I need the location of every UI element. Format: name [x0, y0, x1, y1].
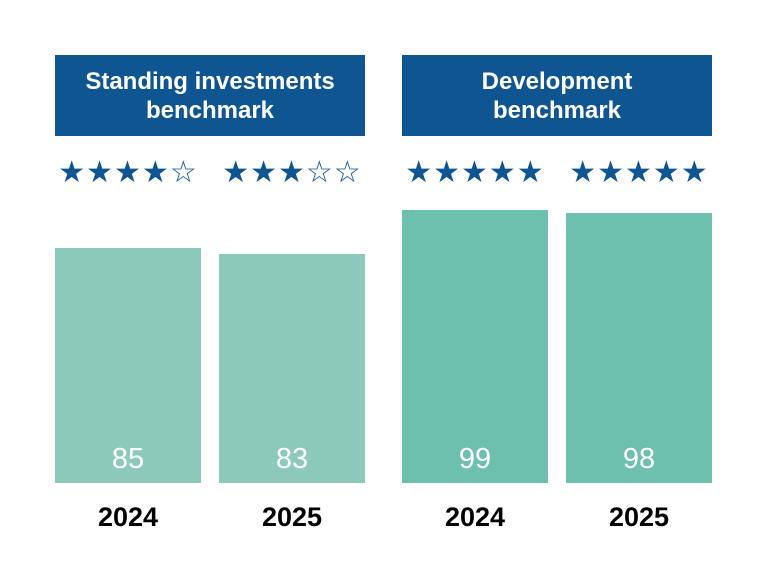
year-labels-row: 2024 2025: [55, 501, 365, 533]
star-ratings-row: ★★★★★ ★★★★★: [402, 157, 712, 189]
year-labels-row: 2024 2025: [402, 501, 712, 533]
bar-value-label: 85: [111, 443, 145, 475]
bar-2025: 98: [566, 213, 712, 483]
bar-value-label: 99: [458, 443, 492, 475]
group-title-line-2: benchmark: [492, 96, 622, 124]
year-label-2025: 2025: [261, 502, 323, 532]
group-title-line-1: Standing investments: [85, 67, 335, 95]
group-title-line-1: Development: [481, 67, 633, 95]
group-title-line-2: benchmark: [145, 96, 275, 124]
star-rating-2025-icon: ★★★☆☆: [222, 156, 362, 189]
star-rating-2024-icon: ★★★★☆: [58, 156, 198, 189]
group-development-benchmark: Development benchmark ★★★★★ ★★★★★ 99 98 …: [402, 55, 712, 581]
star-rating-2024-icon: ★★★★★: [405, 156, 545, 189]
star-rating-2025-icon: ★★★★★: [569, 156, 709, 189]
bar-value-label: 98: [622, 443, 656, 475]
group-standing-investments-benchmark: Standing investments benchmark ★★★★☆ ★★★…: [55, 55, 365, 581]
year-label-2024: 2024: [444, 502, 506, 532]
group-title-development: Development benchmark: [402, 55, 712, 136]
bar-2024: 85: [55, 248, 201, 483]
star-ratings-row: ★★★★☆ ★★★☆☆: [55, 157, 365, 189]
bar-2024: 99: [402, 210, 548, 483]
bar-value-label: 83: [275, 443, 309, 475]
year-label-2025: 2025: [608, 502, 670, 532]
bars-area: 99 98: [402, 189, 712, 483]
group-title-standing-investments: Standing investments benchmark: [55, 55, 365, 136]
bars-area: 85 83: [55, 189, 365, 483]
bar-2025: 83: [219, 254, 365, 483]
year-label-2024: 2024: [97, 502, 159, 532]
